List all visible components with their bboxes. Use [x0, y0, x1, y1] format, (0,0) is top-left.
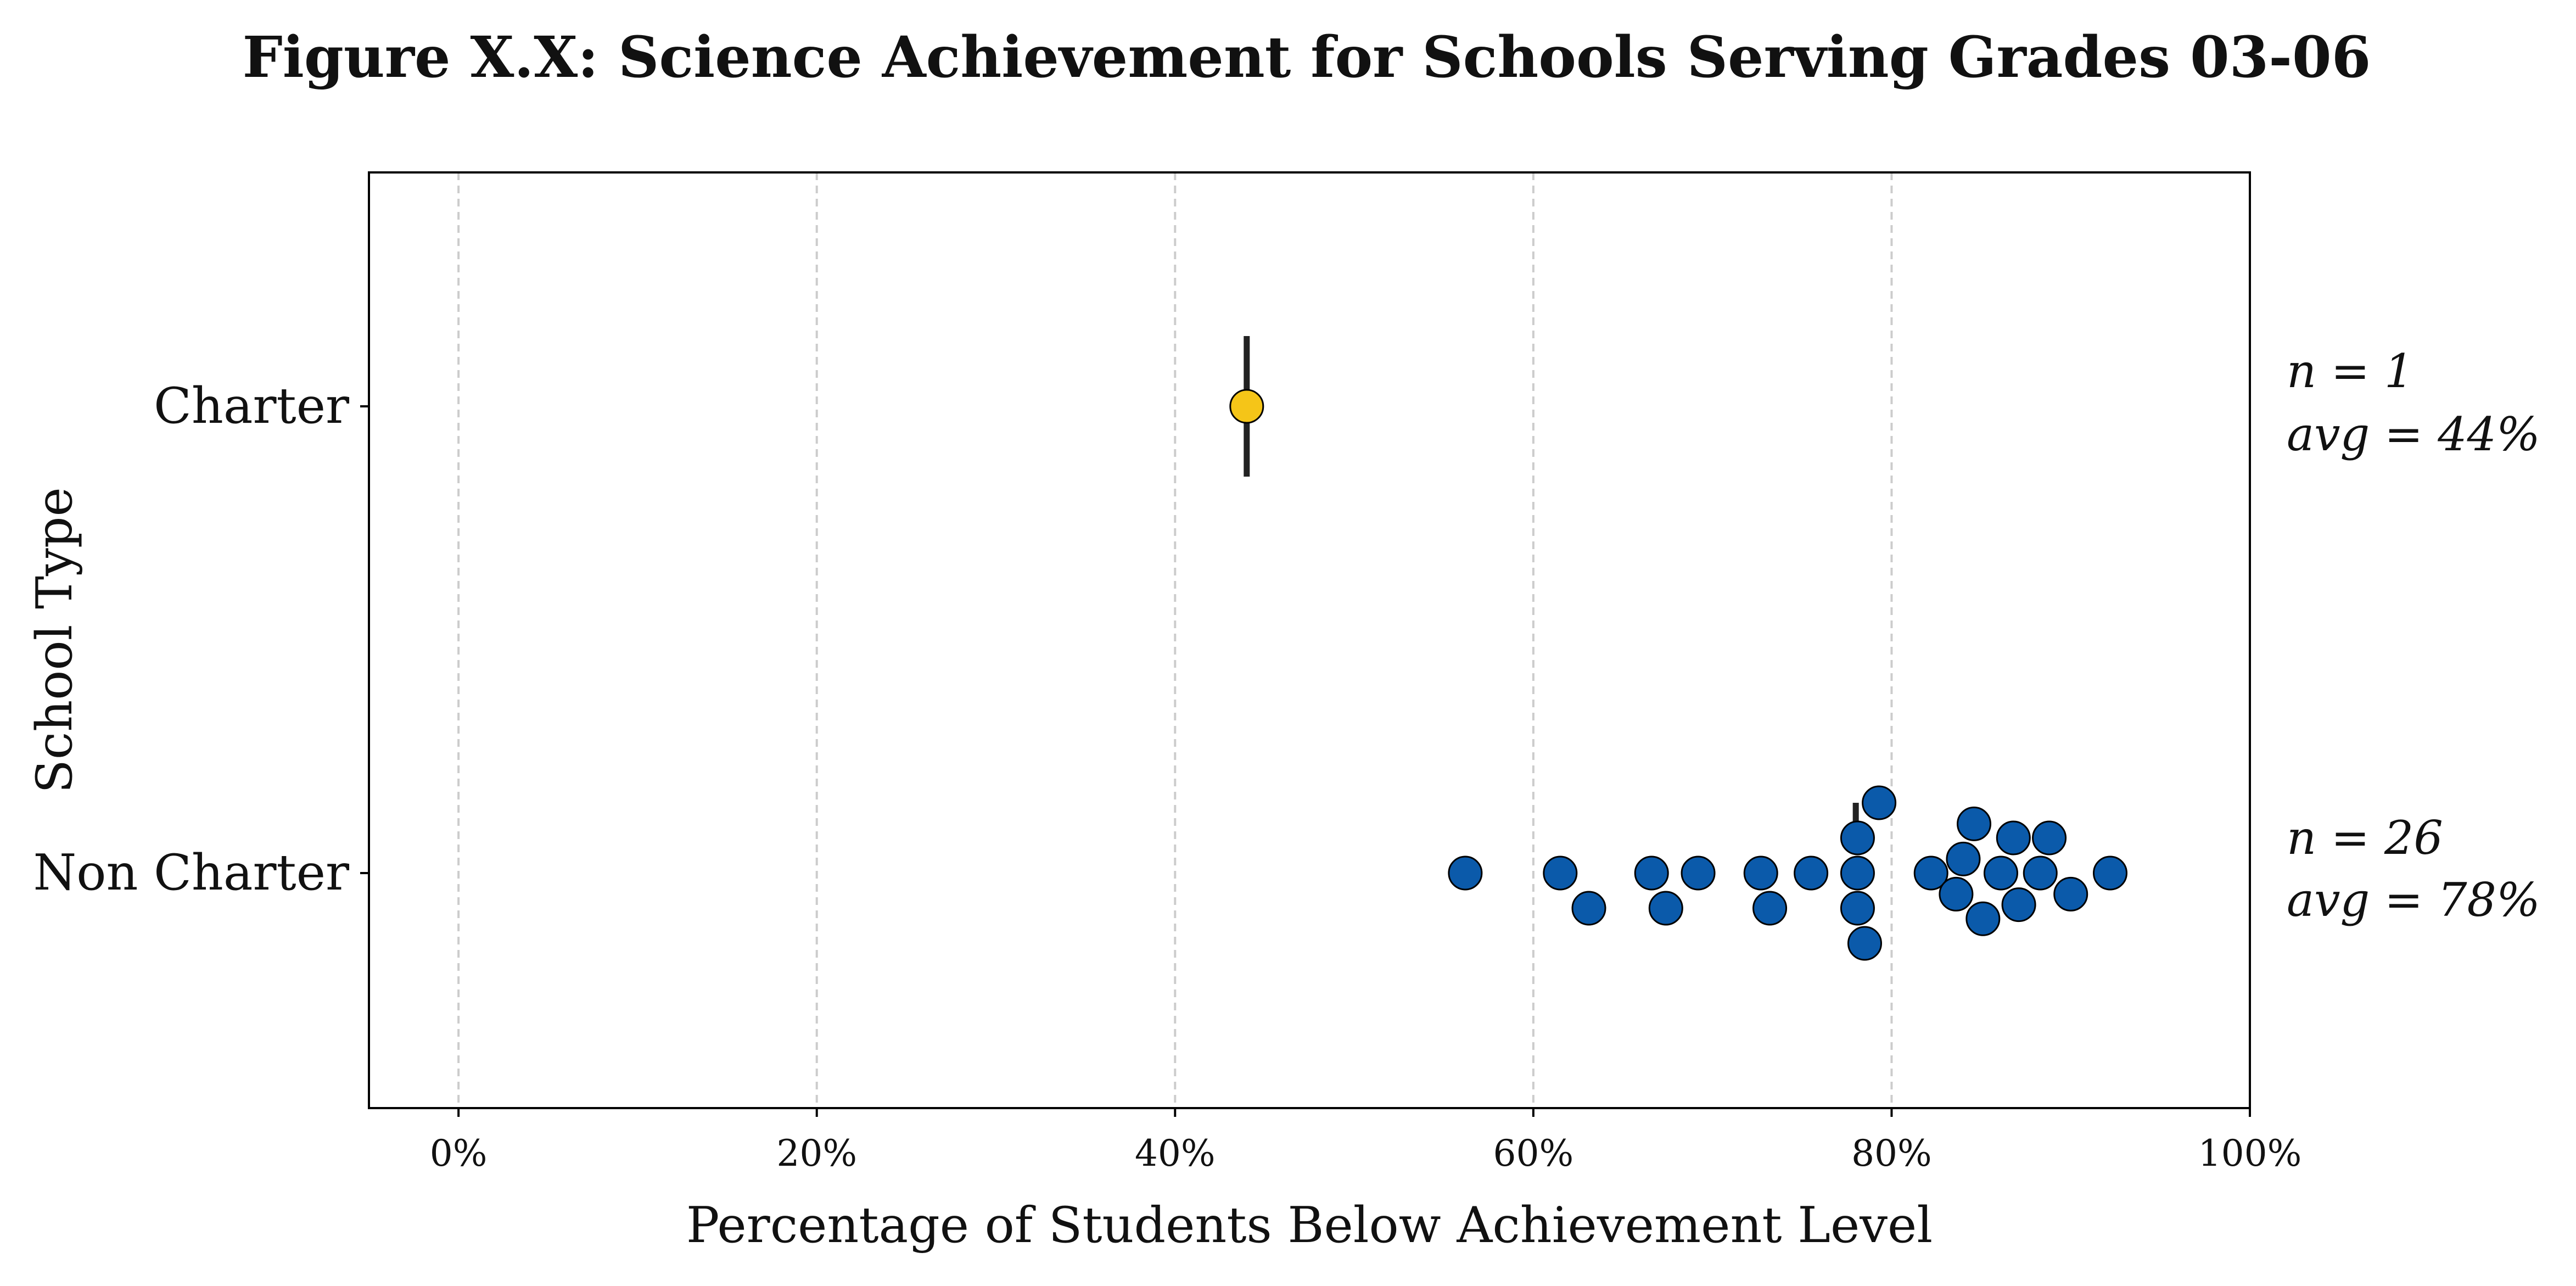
data-point — [1634, 856, 1669, 891]
data-point — [2053, 876, 2088, 912]
data-point — [2023, 856, 2058, 891]
data-point — [1571, 891, 1606, 926]
y-tick-label: Charter — [154, 377, 350, 435]
data-point — [1794, 856, 1829, 891]
data-point — [1229, 389, 1264, 424]
chart-title: Figure X.X: Science Achievement for Scho… — [243, 24, 2371, 91]
annotation-non-charter-n: n = 26 — [2287, 811, 2443, 865]
annotation-non-charter: n = 26 avg = 78% — [2287, 811, 2540, 927]
x-tick-label: 60% — [1493, 1132, 1574, 1175]
data-point — [1840, 820, 1875, 856]
data-point — [1743, 856, 1778, 891]
x-tick-label: 20% — [776, 1132, 857, 1175]
data-point — [2001, 887, 2036, 922]
data-point — [1983, 856, 2018, 891]
data-point — [1946, 841, 1981, 876]
x-tick-label: 80% — [1851, 1132, 1932, 1175]
x-tick-label: 100% — [2198, 1132, 2302, 1175]
data-point — [1840, 856, 1875, 891]
data-point — [1840, 891, 1875, 926]
data-point — [1752, 891, 1788, 926]
data-point — [1957, 806, 1992, 841]
data-point — [1996, 820, 2031, 856]
data-point — [1913, 856, 1948, 891]
annotation-charter-n: n = 1 — [2287, 344, 2413, 398]
data-point — [1648, 891, 1683, 926]
annotation-charter: n = 1 avg = 44% — [2287, 344, 2540, 461]
plot-frame — [368, 171, 2251, 1109]
data-point — [1965, 901, 2001, 936]
data-point — [1543, 856, 1578, 891]
x-axis-label: Percentage of Students Below Achievement… — [686, 1196, 1933, 1254]
ticks: 0% 20% 40% 60% 80% 100% Charter Non Charter — [33, 377, 2302, 1175]
y-axis-label: School Type — [26, 487, 83, 793]
data-point — [1448, 856, 1483, 891]
grid — [457, 172, 2251, 1108]
data-point — [2092, 856, 2127, 891]
marks — [1229, 336, 2127, 961]
x-tick-label: 0% — [430, 1132, 488, 1175]
data-point — [1939, 876, 1974, 912]
y-tick-label: Non Charter — [33, 844, 350, 902]
x-tick-label: 40% — [1135, 1132, 1216, 1175]
data-point — [1847, 926, 1882, 961]
data-point — [2032, 820, 2067, 856]
annotation-non-charter-avg: avg = 78% — [2287, 873, 2540, 927]
data-point — [1681, 856, 1716, 891]
annotation-charter-avg: avg = 44% — [2287, 407, 2540, 461]
data-point — [1862, 785, 1897, 820]
